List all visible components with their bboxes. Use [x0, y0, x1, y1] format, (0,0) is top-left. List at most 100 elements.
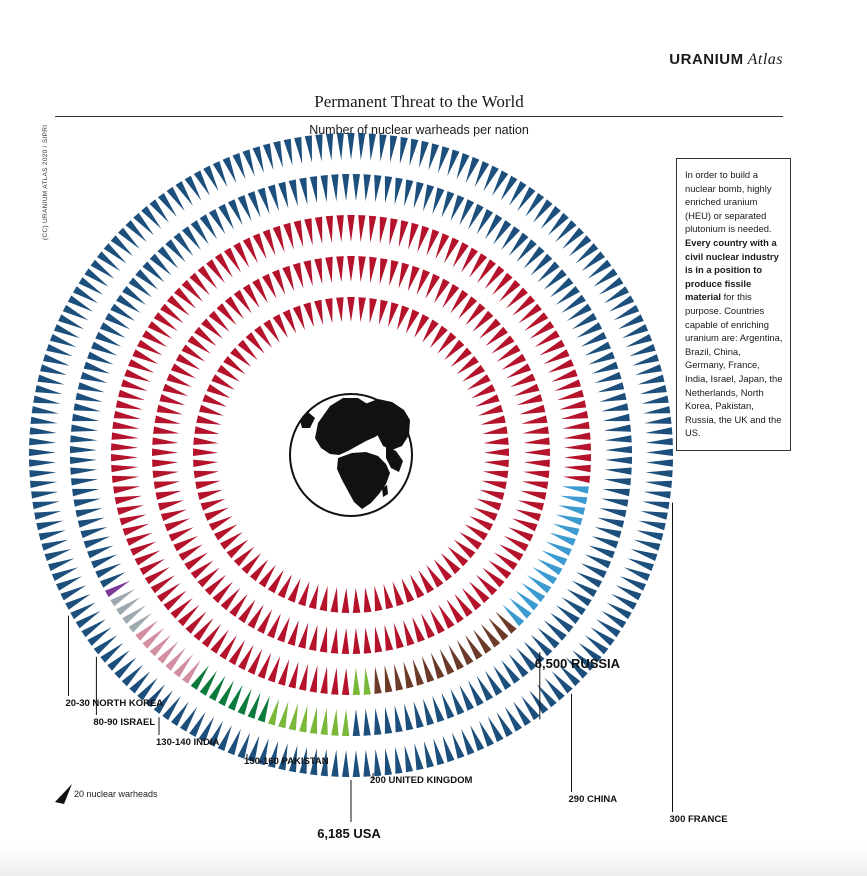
- warhead-icon-russia: [451, 732, 465, 759]
- warhead-icon-usa: [170, 363, 196, 379]
- warhead-icon-france: [526, 575, 552, 594]
- warhead-icon-russia: [500, 175, 518, 201]
- warhead-icon-russia: [273, 140, 283, 168]
- warhead-icon-india: [173, 654, 194, 678]
- warhead-icon-russia: [492, 170, 509, 196]
- warhead-icon-france: [515, 590, 539, 611]
- warhead-icon-usa: [534, 330, 560, 348]
- warhead-icon-usa: [126, 532, 153, 546]
- warhead-icon-russia: [342, 174, 350, 201]
- warhead-icon-usa: [379, 258, 388, 285]
- warhead-icon-usa: [564, 454, 591, 462]
- warhead-icon-usa: [163, 590, 187, 611]
- warhead-icon-usa: [252, 278, 268, 304]
- warhead-icon-usa: [292, 305, 305, 331]
- warhead-icon-usa: [277, 574, 293, 599]
- warhead-icon-russia: [110, 303, 136, 321]
- warhead-icon-russia: [459, 199, 475, 226]
- warhead-icon-russia: [38, 530, 66, 541]
- warhead-icon-russia: [133, 212, 154, 236]
- warhead-icon-usa: [379, 299, 388, 325]
- warhead-icon-russia: [72, 488, 100, 497]
- warhead-icon-usa: [374, 626, 383, 653]
- warhead-icon-usa: [272, 225, 285, 253]
- brand-logo: URANIUM Atlas: [600, 51, 783, 69]
- warhead-icon-russia: [358, 133, 366, 161]
- warhead-icon-russia: [432, 695, 445, 723]
- warhead-icon-russia: [645, 438, 673, 446]
- warhead-icon-usa: [258, 564, 276, 588]
- warhead-icon-usa: [314, 258, 323, 285]
- warhead-icon-usa: [292, 262, 304, 289]
- warhead-icon-usa: [444, 237, 460, 264]
- warhead-icon-russia: [487, 716, 504, 742]
- warhead-icon-russia: [56, 576, 83, 591]
- warhead-icon-russia: [423, 184, 435, 212]
- warhead-icon-usa: [168, 527, 194, 542]
- warhead-icon-usa: [459, 532, 482, 550]
- warhead-icon-usa: [238, 599, 256, 624]
- warhead-icon-usa: [469, 581, 490, 604]
- warhead-icon-russia: [423, 740, 434, 768]
- warhead-icon-russia: [80, 527, 108, 539]
- warhead-icon-russia: [561, 294, 586, 313]
- warhead-icon-usa: [278, 658, 290, 686]
- warhead-icon-russia: [162, 695, 181, 721]
- warhead-icon-russia: [438, 146, 450, 174]
- warhead-icon-usa: [112, 421, 140, 429]
- warhead-icon-russia: [581, 251, 605, 272]
- warhead-icon-russia: [465, 156, 480, 184]
- warhead-icon-russia: [550, 612, 574, 633]
- warhead-icon-usa: [247, 648, 263, 675]
- warhead-icon-usa: [325, 298, 333, 324]
- warhead-icon-russia: [75, 508, 103, 518]
- warhead-icon-russia: [294, 136, 303, 165]
- warhead-icon-usa: [341, 587, 350, 613]
- warhead-icon-russia: [173, 232, 194, 256]
- warhead-icon-usa: [287, 578, 301, 603]
- warhead-icon-russia: [103, 243, 127, 264]
- warhead-icon-usa: [242, 237, 258, 264]
- warhead-icon-usa: [482, 426, 508, 434]
- warhead-icon-usa: [426, 564, 444, 588]
- warhead-icon-france: [545, 541, 572, 556]
- warhead-icon-usa: [230, 347, 252, 367]
- warhead-icon-russia: [543, 269, 567, 290]
- warhead-icon-russia: [145, 684, 166, 708]
- warhead-icon-russia: [247, 191, 261, 218]
- warhead-icon-france: [532, 567, 558, 585]
- warhead-icon-russia: [137, 677, 158, 701]
- warhead-icon-usa: [111, 432, 139, 440]
- warhead-icon-russia: [114, 657, 137, 679]
- warhead-icon-usa: [308, 624, 318, 651]
- warhead-icon-usa: [184, 552, 208, 571]
- warhead-icon-usa: [341, 627, 350, 654]
- warhead-icon-russia: [379, 134, 387, 162]
- warhead-icon-russia: [548, 212, 569, 236]
- warhead-icon-usa: [442, 284, 460, 309]
- warhead-icon-russia: [544, 677, 565, 701]
- warhead-icon-usa: [352, 627, 361, 654]
- warhead-icon-russia: [561, 597, 586, 616]
- legend-swatch: [55, 784, 72, 804]
- warhead-icon-russia: [110, 235, 134, 257]
- warhead-icon-russia: [606, 602, 632, 620]
- warhead-icon-usa: [204, 507, 229, 521]
- warhead-icon-usa: [220, 587, 241, 611]
- warhead-icon-russia: [428, 143, 440, 171]
- warhead-icon-usa: [166, 373, 192, 388]
- warhead-icon-usa: [389, 260, 399, 287]
- warhead-icon-india: [149, 634, 172, 657]
- warhead-icon-russia: [53, 324, 81, 339]
- warhead-icon-usa: [484, 265, 505, 290]
- warhead-icon-usa: [485, 326, 508, 347]
- warhead-icon-usa: [114, 495, 142, 505]
- warhead-icon-usa: [214, 253, 233, 278]
- warhead-icon-usa: [181, 279, 203, 302]
- warhead-icon-usa: [257, 609, 273, 634]
- warhead-icon-russia: [587, 259, 612, 279]
- warhead-icon-russia: [128, 277, 152, 298]
- warhead-icon-russia: [640, 511, 668, 520]
- warhead-icon-usa: [162, 383, 189, 397]
- warhead-icon-russia: [203, 165, 219, 192]
